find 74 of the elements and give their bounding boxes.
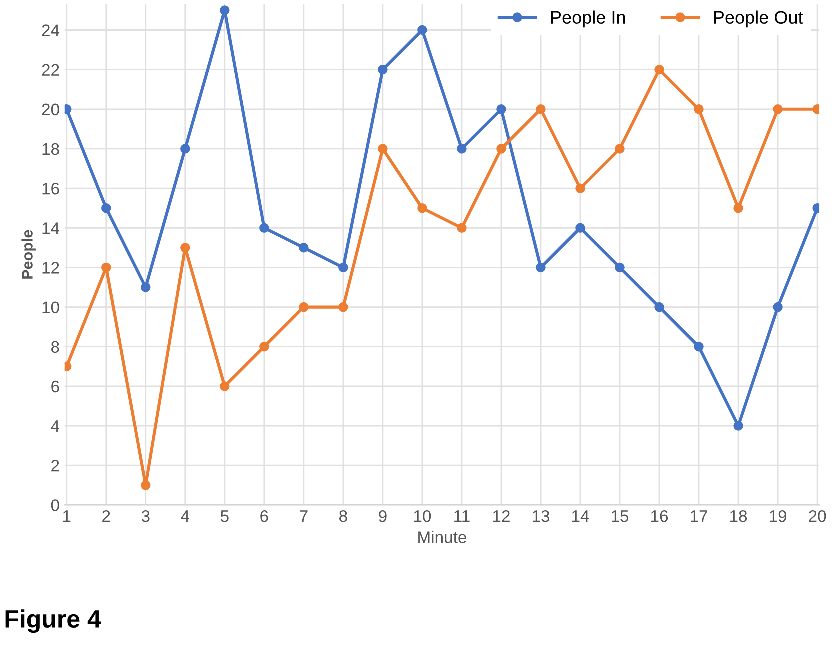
y-tick-label: 10 (42, 302, 60, 314)
point (654, 302, 664, 312)
point (615, 262, 625, 273)
point (615, 144, 625, 154)
point (378, 64, 388, 75)
point (773, 302, 783, 312)
point (299, 302, 309, 312)
point (102, 262, 112, 273)
point (220, 382, 230, 392)
point (496, 104, 506, 114)
point (496, 144, 506, 154)
point (260, 342, 270, 352)
point (141, 480, 151, 490)
point (457, 144, 467, 154)
point (338, 302, 348, 312)
y-tick-label: 24 (42, 24, 60, 36)
x-tick-label: 1 (64, 510, 71, 522)
point (654, 64, 664, 75)
point (734, 421, 744, 431)
y-tick-label: 18 (42, 143, 60, 156)
point (576, 223, 586, 233)
x-tick-label: 9 (379, 510, 387, 522)
x-axis-title: Minute (418, 531, 466, 544)
point (694, 342, 704, 352)
x-tick-label: 19 (770, 510, 787, 522)
point (299, 243, 309, 253)
x-tick-label: 6 (260, 510, 268, 522)
x-tick-label: 7 (300, 510, 308, 522)
x-tick-label: 18 (730, 510, 748, 522)
point (338, 262, 348, 273)
x-tick-label: 4 (181, 510, 190, 522)
point (457, 223, 467, 233)
point (102, 203, 112, 214)
x-tick-label: 14 (572, 510, 590, 522)
x-tick-label: 11 (454, 510, 470, 522)
point (180, 144, 190, 154)
y-tick-label: 4 (51, 420, 60, 432)
x-tick-label: 5 (220, 510, 229, 522)
point (773, 104, 783, 114)
point (694, 104, 704, 114)
y-tick-label: 2 (52, 460, 60, 472)
y-tick-label: 22 (42, 64, 60, 76)
point (141, 282, 151, 292)
x-tick-label: 20 (809, 510, 826, 522)
point (536, 262, 546, 273)
x-tick-label: 8 (340, 510, 348, 522)
x-tick-label: 13 (532, 510, 550, 522)
x-tick-label: 16 (652, 510, 668, 522)
y-tick-label: 8 (51, 341, 60, 354)
point (220, 6, 230, 16)
x-tick-label: 3 (142, 510, 150, 522)
y-tick-label: 12 (42, 262, 60, 274)
caption: Figure 4 (6, 610, 102, 634)
legend-label: People Out (714, 10, 804, 28)
point (418, 25, 428, 36)
y-tick-label: 20 (42, 104, 60, 116)
point (536, 104, 546, 114)
x-tick-label: 2 (102, 510, 110, 522)
x-tick-label: 12 (493, 510, 510, 522)
y-tick-label: 16 (42, 182, 60, 195)
y-tick-label: 0 (51, 500, 60, 512)
x-tick-label: 17 (691, 510, 708, 522)
x-tick-label: 15 (612, 510, 629, 522)
x-tick-label: 10 (414, 510, 432, 522)
legend-label: People In (551, 10, 626, 28)
point (576, 184, 586, 194)
y-tick-label: 6 (52, 380, 60, 393)
y-axis-title: People (22, 230, 36, 279)
point (378, 144, 388, 154)
point (180, 243, 190, 253)
y-tick-label: 14 (42, 222, 60, 234)
point (734, 203, 744, 214)
point (418, 203, 428, 214)
point (260, 223, 270, 233)
